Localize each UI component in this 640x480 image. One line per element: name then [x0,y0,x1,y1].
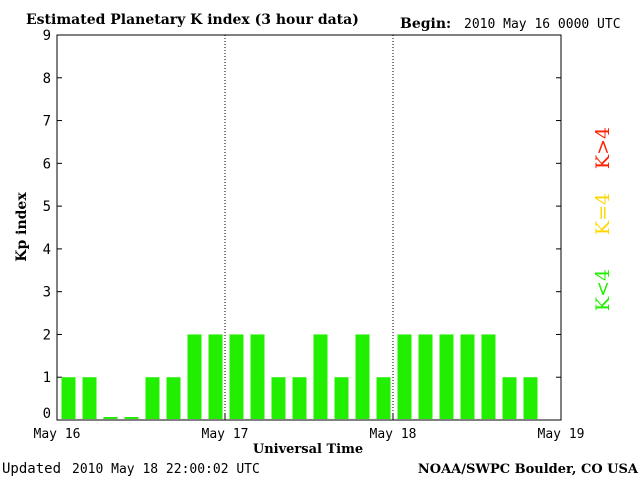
kp-bar [397,334,412,419]
updated-label: Updated [2,461,61,477]
kp-bar [82,377,97,419]
y-tick-label: 5 [43,199,51,215]
y-tick-label: 6 [43,156,51,172]
plot-area: 0 1 2 3 4 5 6 7 8 9 May 16 May 17 May 18 May 19 [34,28,585,442]
y-tick-label: 0 [43,406,51,422]
y-tick-label: 1 [43,370,51,386]
updated-value: 2010 May 18 22:00:02 UTC [72,462,260,477]
plot-frame [56,34,562,421]
source-credit: NOAA/SWPC Boulder, CO USA [418,462,639,477]
kp-bar [103,417,118,419]
kp-bar [271,377,286,419]
kp-bar [439,334,454,419]
kp-bar [376,377,391,419]
kp-bar [229,334,244,419]
kp-bar [334,377,349,419]
begin-label: Begin: [400,16,451,32]
x-tick-label: May 18 [370,427,417,442]
y-tick-label: 3 [43,285,51,301]
y-tick-label: 8 [43,71,51,87]
kp-bar [166,377,181,419]
begin-value: 2010 May 16 0000 UTC [464,17,621,32]
kp-bar [418,334,433,419]
x-tick-label: May 19 [538,427,585,442]
kp-bar [481,334,496,419]
kp-bar [145,377,160,419]
legend-k-less-4: K<4 [592,269,614,311]
kp-bar [124,417,139,419]
kp-bar [502,377,517,419]
kp-bar [313,334,328,419]
legend-k-equal-4: K=4 [592,193,614,235]
kp-bar [460,334,475,419]
y-tick-label: 9 [43,28,51,44]
kp-bar [208,334,223,419]
kp-bar [187,334,202,419]
x-axis-label: Universal Time [253,442,363,457]
x-tick-label: May 17 [202,427,249,442]
kp-bar [355,334,370,419]
y-axis-label: Kp index [14,192,30,262]
y-tick-label: 2 [43,327,51,343]
kp-bar [523,377,538,419]
kp-bar [292,377,307,419]
kp-bar [61,377,76,419]
x-tick-label: May 16 [34,427,81,442]
chart-title: Estimated Planetary K index (3 hour data… [26,12,359,28]
y-tick-label: 7 [43,114,51,130]
kp-bar [250,334,265,419]
legend-k-greater-4: K>4 [592,127,614,169]
y-tick-label: 4 [43,242,51,258]
